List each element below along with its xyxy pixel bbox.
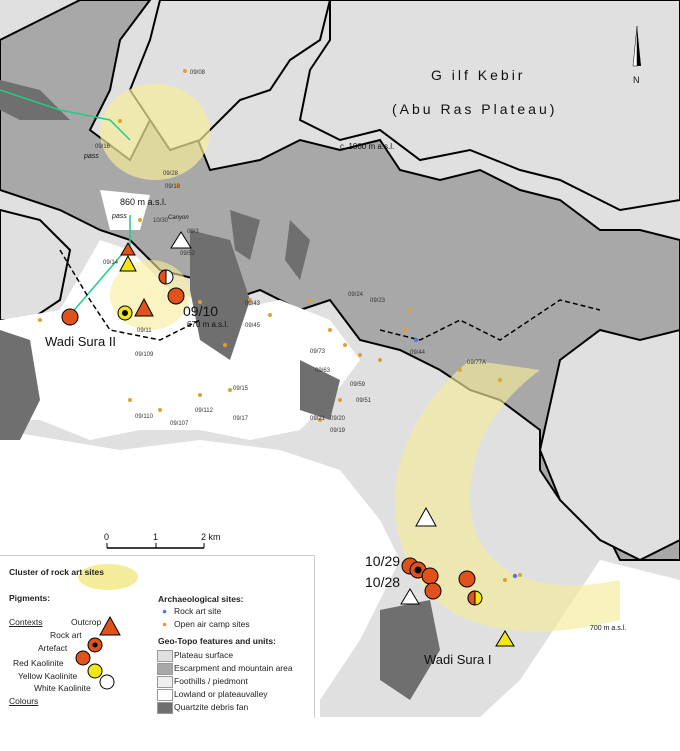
svg-text:09/59: 09/59 [350,382,366,388]
svg-text:09/18: 09/18 [165,184,181,190]
pigment-markers [61,231,515,647]
legend-foothills: Foothills / piedmont [174,676,248,686]
scale-label-2: 2 km [201,532,221,542]
outcrop-mixed-marker [119,254,137,272]
red-kaolinite-marker [424,582,442,600]
svg-text:09/45: 09/45 [245,323,261,329]
lowland [480,560,680,717]
svg-text:09/63: 09/63 [315,368,331,374]
elevation-label: 700 m a.s.l. [590,625,626,632]
svg-text:09/20: 09/20 [330,416,346,422]
svg-text:09/73: 09/73 [310,349,326,355]
legend-white-kaolinite: White Kaolinite [34,683,91,693]
contour-line [59,249,601,341]
rock-art-site-dot [413,337,419,343]
lowland [0,240,360,440]
legend-contexts: Contexts [9,617,43,627]
outcrop-yellow-marker [495,630,515,647]
rock-art-cluster [394,360,620,632]
elevation-label: 670 m a.s.l. [187,320,228,329]
legend-rock-art-site: Rock art site [174,606,222,616]
site-label: 10/28 [365,574,400,590]
rock-art-site-dot [512,573,518,579]
legend-red-kaolinite: Red Kaolinite [13,658,64,668]
site-label: 09/10 [183,303,218,319]
outcrop-white-marker [415,506,437,527]
plateau-lobe [0,208,72,321]
svg-text:09/77A: 09/77A [467,360,486,366]
svg-text:09/107: 09/107 [170,421,189,427]
svg-text:09/3: 09/3 [187,229,199,235]
place-label: pass [111,213,127,220]
svg-text:09/11: 09/11 [137,328,152,334]
place-label: Wadi Sura II [45,334,116,349]
camp-sites [38,69,522,582]
scale-label-0: 0 [104,532,109,542]
svg-text:09/51: 09/51 [356,398,372,404]
legend-geo-title: Geo-Topo features and units: [158,636,276,646]
pass-trail [0,89,131,316]
legend-arch-title: Archaeological sites: [158,594,244,604]
svg-text:09/15: 09/15 [233,386,249,392]
legend: Cluster of rock art sites Pigments: Cont… [0,555,315,718]
lowland [100,190,150,230]
legend-pigments: Pigments: [9,593,51,603]
place-label: Wadi Sura I [424,652,491,667]
legend-escarpment: Escarpment and mountain area [174,663,293,673]
svg-text:09/16: 09/16 [95,144,111,150]
svg-text:09/110: 09/110 [135,414,154,420]
red-kaolinite-marker [421,567,439,585]
plateau-lobe [538,328,680,562]
outcrop-white-marker [170,231,192,249]
legend-lowland: Lowland or plateauvalley [174,689,268,699]
red-kaolinite-marker [167,287,185,305]
outcrop-red-marker [134,297,154,317]
site-label: 10/29 [365,553,400,569]
map-title: G ilf Kebir [431,67,525,83]
red-kaolinite-marker [61,308,79,326]
elevation-label: 860 m a.s.l. [120,197,167,207]
scale-label-1: 1 [153,532,158,542]
cluster-swatch [78,564,138,590]
svg-text:09/28: 09/28 [163,171,179,177]
legend-rock-art: Rock art [50,630,82,640]
red-kaolinite-marker [458,570,476,588]
svg-text:09/52: 09/52 [180,251,196,257]
legend-debris: Quartzite debris fan [174,702,249,712]
small-site-labels: 09/08 09/18 09/28 09/16 10/30 09/3 09/14… [95,70,486,434]
legend-plateau: Plateau surface [174,650,234,660]
place-label: Canyon [168,215,189,221]
svg-text:09/24: 09/24 [348,292,364,298]
quartzite-debris-fans [0,80,440,700]
rock-art-cluster [100,84,210,180]
outcrop-white-marker [400,588,420,605]
legend-colours: Colours [9,696,39,706]
legend-pigment-symbols [75,615,121,690]
svg-text:10/30: 10/30 [153,218,169,224]
legend-camp-sites: Open air camp sites [174,619,250,629]
legend-artefact: Artefact [38,643,68,653]
svg-text:09/21: 09/21 [310,416,326,422]
legend-outcrop: Outcrop [71,617,102,627]
map-subtitle: (Abu Ras Plateau) [392,101,557,117]
svg-text:09/112: 09/112 [195,408,214,414]
svg-text:09/43: 09/43 [245,301,261,307]
svg-text:09/19: 09/19 [330,428,346,434]
svg-text:09/44: 09/44 [410,350,426,356]
svg-text:09/23: 09/23 [370,298,386,304]
svg-text:09/08: 09/08 [190,70,206,76]
north-label: N [633,75,640,85]
svg-text:09/14: 09/14 [103,260,119,266]
scale-bar [106,543,205,549]
legend-cluster: Cluster of rock art sites [9,567,104,577]
place-label: pass [83,153,99,160]
svg-text:09/17: 09/17 [233,416,249,422]
legend-yellow-kaolinite: Yellow Kaolinite [18,671,78,681]
svg-text:09/109: 09/109 [135,352,154,358]
plateau-lobe [298,0,680,212]
north-arrow-icon [632,25,641,67]
elevation-label: c. 1000 m a.s.l. [340,142,394,151]
